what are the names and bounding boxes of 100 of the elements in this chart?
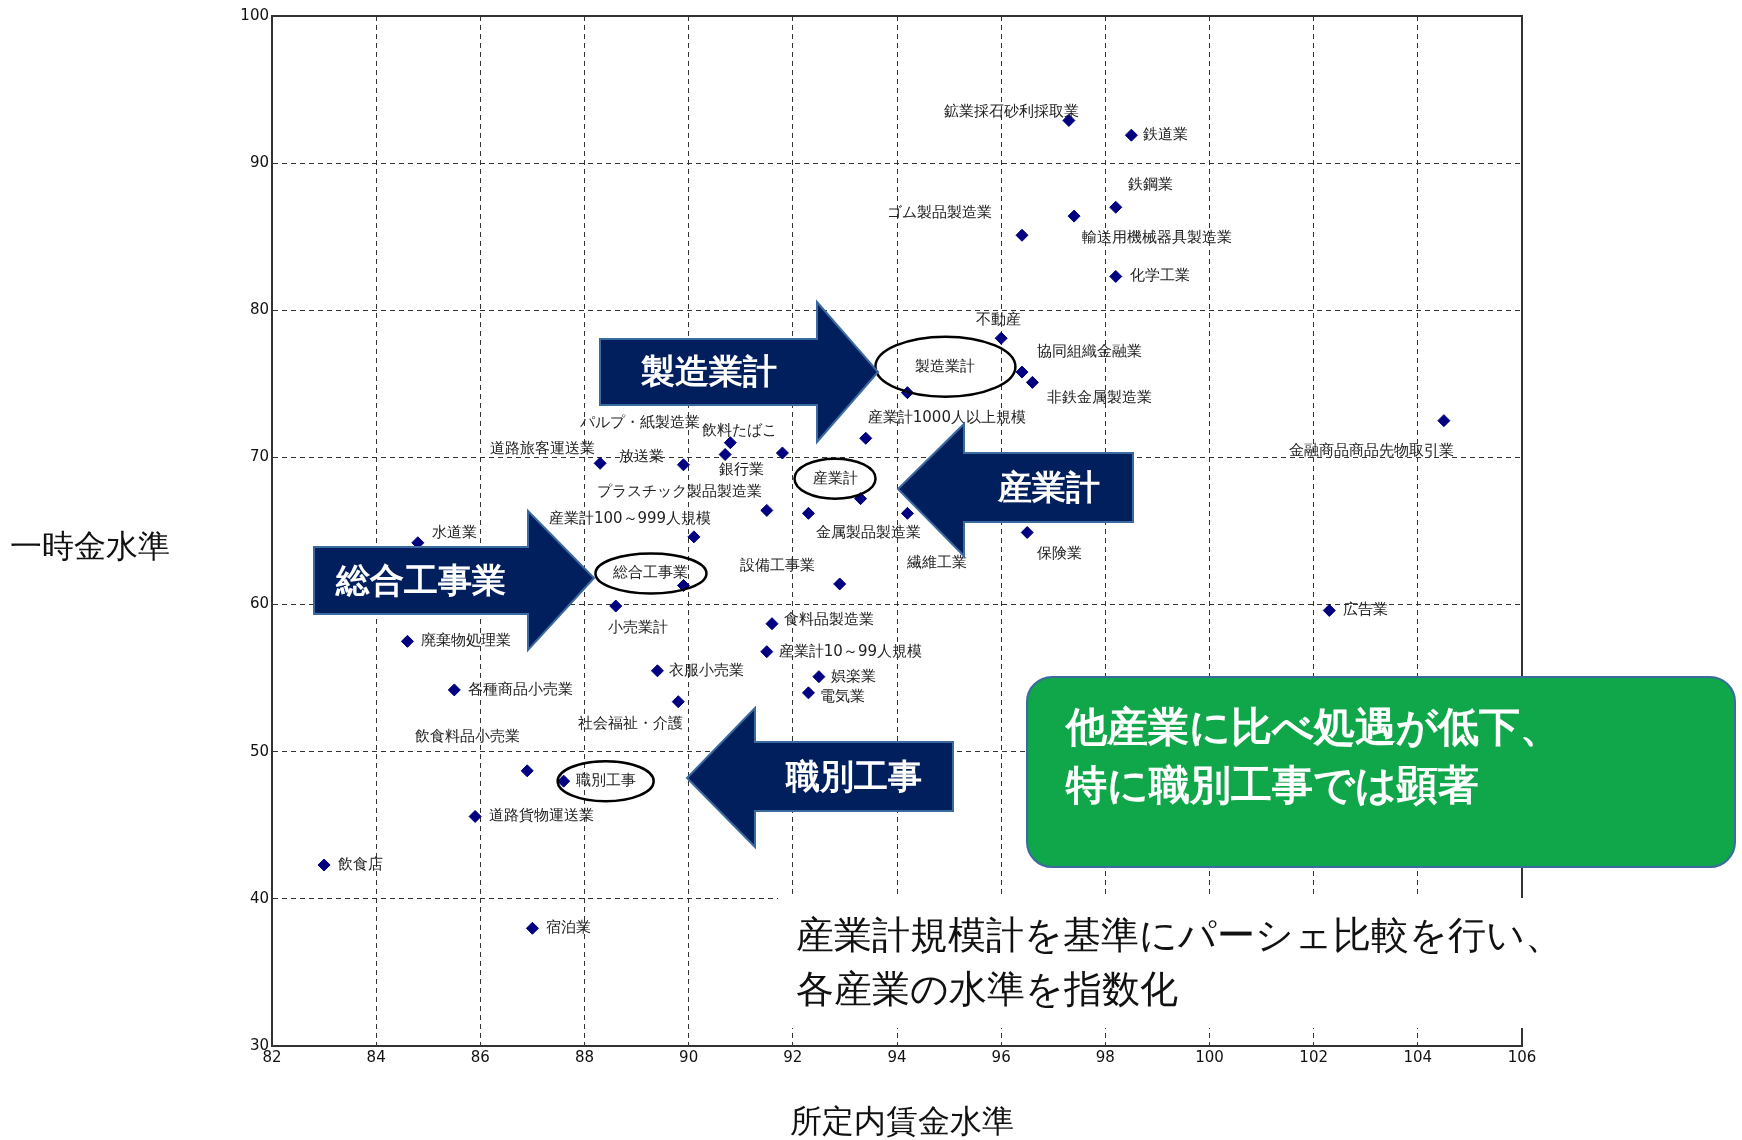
- x-tick-label: 100: [1195, 1047, 1224, 1066]
- x-tick-label: 94: [887, 1047, 907, 1066]
- annotation: 繊維工業: [906, 553, 968, 572]
- annotation: 鉱業採石砂利採取業: [943, 102, 1079, 121]
- annotation: 社会福祉・介護: [578, 713, 684, 732]
- x-tick-label: 106: [1507, 1047, 1537, 1066]
- x-tick-label: 92: [783, 1047, 803, 1066]
- y-tick-label: 80: [249, 300, 269, 319]
- point: [1109, 200, 1123, 214]
- annotation: 産業計: [996, 465, 1101, 509]
- annotation: 道路旅客運送業: [490, 439, 596, 458]
- point: [718, 447, 732, 461]
- point: [525, 921, 539, 935]
- x-tick-label: 88: [574, 1047, 595, 1066]
- y-tick-label: 60: [249, 594, 269, 613]
- y-axis-title: 一時金水準: [10, 526, 170, 567]
- annotation: 水道業: [431, 522, 477, 541]
- annotation: 特に職別工事では顕著: [1066, 760, 1479, 811]
- annotation: 娯楽業: [830, 666, 876, 685]
- annotation: 産業計: [812, 468, 858, 487]
- y-tick-label: 100: [240, 5, 269, 24]
- annotation: 金融商品商品先物取引業: [1288, 440, 1454, 459]
- annotation: 廃棄物処理業: [421, 631, 512, 650]
- x-tick-label: 86: [470, 1047, 490, 1066]
- x-tick-label: 90: [679, 1047, 699, 1066]
- point: [687, 530, 701, 544]
- point: [812, 670, 826, 684]
- point: [801, 506, 815, 520]
- point: [650, 664, 664, 678]
- point: [520, 764, 534, 778]
- annotation: 製造業計: [639, 350, 778, 393]
- point: [468, 809, 482, 823]
- x-axis-title: 所定内賃金水準: [790, 1101, 1014, 1140]
- annotation: 電気業: [820, 686, 866, 705]
- y-tick-label: 50: [249, 741, 269, 760]
- annotation: 放送業: [619, 446, 665, 465]
- annotation: 保険業: [1037, 544, 1083, 563]
- annotation: 各種商品小売業: [468, 679, 574, 698]
- point: [1020, 525, 1034, 539]
- annotation: 鉄道業: [1143, 125, 1189, 144]
- point: [801, 686, 815, 700]
- annotation: 宿泊業: [546, 918, 592, 937]
- annotation: 金属製品製造業: [816, 523, 922, 542]
- annotation: 飲食料品小売業: [415, 726, 521, 745]
- point: [854, 492, 868, 506]
- point: [833, 577, 847, 591]
- point: [994, 331, 1008, 345]
- point: [723, 436, 737, 450]
- point: [760, 503, 774, 517]
- annotation: 設備工事業: [739, 555, 815, 574]
- point: [859, 431, 873, 445]
- annotation: 産業計100～999人規模: [548, 508, 712, 527]
- annotation: 各産業の水準を指数化: [796, 966, 1178, 1013]
- point: [671, 695, 685, 709]
- point: [1109, 269, 1123, 283]
- annotation: 協同組織金融業: [1037, 341, 1142, 360]
- point: [1124, 128, 1138, 142]
- annotation: 総合工事業: [334, 558, 507, 602]
- annotation: 食料品製造業: [784, 609, 874, 628]
- annotation: 職別工事: [784, 754, 923, 798]
- point: [1025, 375, 1039, 389]
- y-tick-label: 90: [249, 153, 269, 172]
- point: [760, 645, 774, 659]
- annotation: ゴム製品製造業: [887, 203, 992, 222]
- point: [1067, 209, 1081, 223]
- point: [593, 456, 607, 470]
- annotation: 鉄鋼業: [1127, 175, 1173, 194]
- point: [1015, 365, 1029, 379]
- annotation: 衣服小売業: [669, 660, 745, 679]
- point: [775, 446, 789, 460]
- point: [1015, 228, 1029, 242]
- point: [1322, 603, 1336, 617]
- point: [676, 458, 690, 472]
- annotation: 職別工事: [575, 771, 636, 790]
- point: [557, 774, 571, 788]
- annotation: 産業計10～99人規模: [778, 641, 922, 660]
- point: [609, 599, 623, 613]
- y-tick-label: 70: [249, 447, 269, 466]
- annotation: 非鉄金属製造業: [1047, 388, 1153, 407]
- point: [317, 858, 331, 872]
- x-tick-label: 96: [991, 1047, 1011, 1066]
- x-tick-label: 84: [366, 1047, 386, 1066]
- annotation: 化学工業: [1129, 266, 1190, 285]
- x-tick-label: 98: [1095, 1047, 1115, 1066]
- annotation: 産業計1000人以上規模: [867, 408, 1026, 427]
- annotation: 小売業計: [607, 617, 668, 636]
- annotation: 広告業: [1343, 600, 1389, 619]
- annotation: パルプ・紙製造業: [579, 412, 701, 431]
- annotation: 輸送用機械器具製造業: [1082, 228, 1233, 246]
- point: [447, 683, 461, 697]
- point: [900, 506, 914, 520]
- annotation: 産業計規模計を基準にパーシェ比較を行い、: [796, 912, 1563, 959]
- annotation: 銀行業: [719, 460, 765, 479]
- annotation: 飲食店: [338, 854, 384, 873]
- x-tick-label: 102: [1299, 1047, 1328, 1066]
- annotation: 他産業に比べ処遇が低下、: [1066, 702, 1561, 753]
- annotation: 総合工事業: [612, 563, 689, 582]
- annotation: 不動産: [976, 310, 1022, 329]
- annotation: 飲料たばこ: [702, 420, 778, 439]
- x-tick-label: 104: [1403, 1047, 1433, 1066]
